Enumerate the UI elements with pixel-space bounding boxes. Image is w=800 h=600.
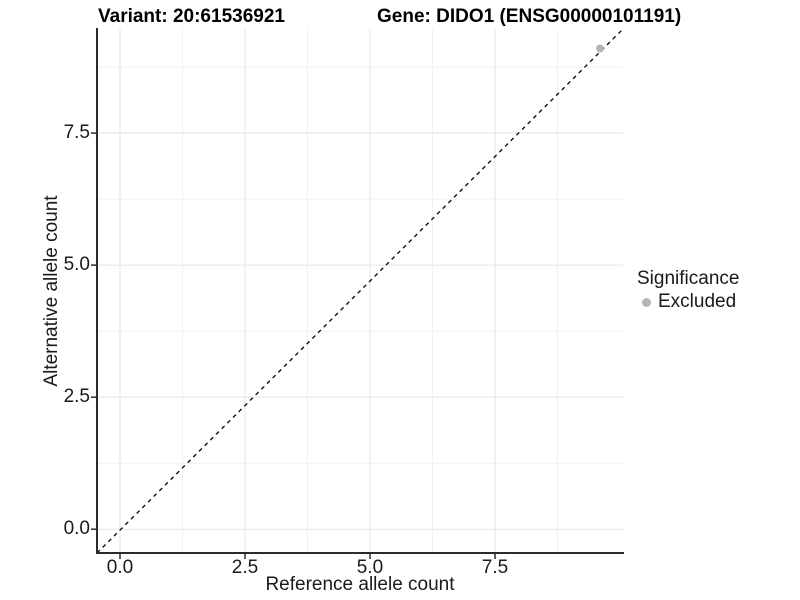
x-tick-label: 7.5: [481, 557, 509, 578]
excluded-point-icon: [642, 297, 651, 307]
x-tick-label: 5.0: [356, 557, 384, 578]
x-tick-label: 0.0: [106, 557, 134, 578]
y-axis-title: Alternative allele count: [41, 195, 62, 387]
x-tick-label: 2.5: [231, 557, 259, 578]
y-tick-label: 5.0: [63, 254, 90, 276]
y-tick-label: 0.0: [63, 518, 90, 540]
gene-title: Gene: DIDO1 (ENSG00000101191): [377, 6, 682, 27]
identity-line: [96, 28, 624, 554]
x-axis-title: Reference allele count: [265, 574, 455, 595]
y-tick-label: 2.5: [63, 386, 90, 408]
legend: Significance Excluded: [637, 268, 739, 313]
legend-item-excluded: Excluded: [637, 291, 739, 313]
variant-title: Variant: 20:61536921: [98, 6, 285, 27]
legend-title: Significance: [637, 268, 740, 289]
data-point-excluded: [596, 44, 604, 53]
y-tick-label: 7.5: [63, 122, 90, 144]
legend-item-label: Excluded: [658, 291, 737, 312]
